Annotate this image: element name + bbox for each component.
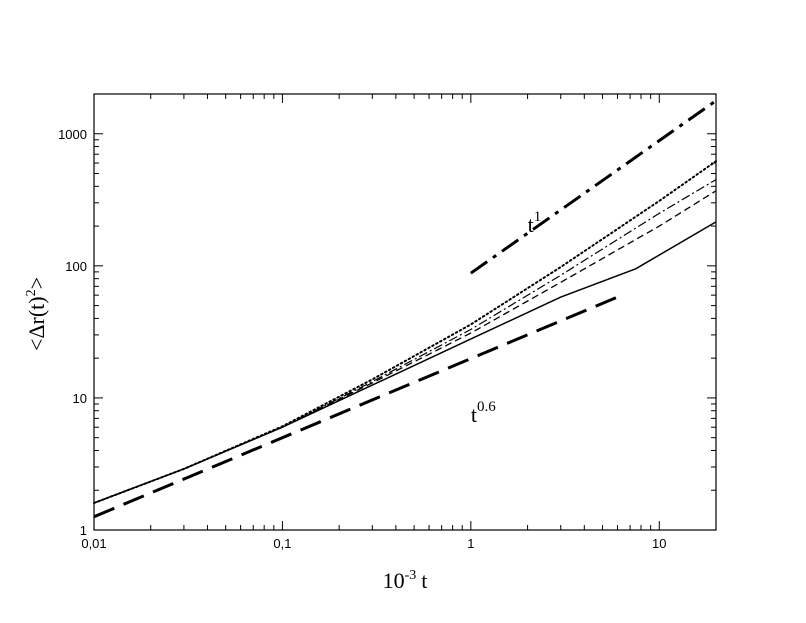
series-line-dashdot: [93, 179, 717, 504]
y-tick-label: 1000: [58, 127, 87, 142]
series-line-dotted: [93, 160, 717, 504]
y-tick-label: 100: [65, 259, 87, 274]
annotations: t1 t0.6: [471, 209, 541, 427]
x-tick-label: 10: [652, 536, 666, 551]
series-group: [93, 160, 717, 504]
x-axis-label: 10-3 t: [383, 568, 428, 593]
series-line-dashed: [93, 190, 717, 504]
series-line-solid: [93, 221, 717, 504]
annotation-t-1: t1: [528, 209, 542, 237]
annotation-t-0.6: t0.6: [471, 399, 496, 427]
reference-line-t-0.6: [93, 295, 619, 519]
x-tick-label: 1: [467, 536, 474, 551]
y-tick-label: 10: [73, 391, 87, 406]
plot-frame: [93, 93, 717, 531]
x-tick-label: 0,01: [81, 536, 106, 551]
y-axis-label: <Δr(t)2>: [24, 277, 49, 351]
axis-ticks: 0,01 0,1 1 10 1 10 100 1000: [58, 93, 717, 551]
y-tick-label: 1: [80, 523, 87, 538]
reference-lines: [93, 99, 717, 519]
reference-line-t-1: [469, 99, 717, 275]
x-tick-label: 0,1: [273, 536, 291, 551]
